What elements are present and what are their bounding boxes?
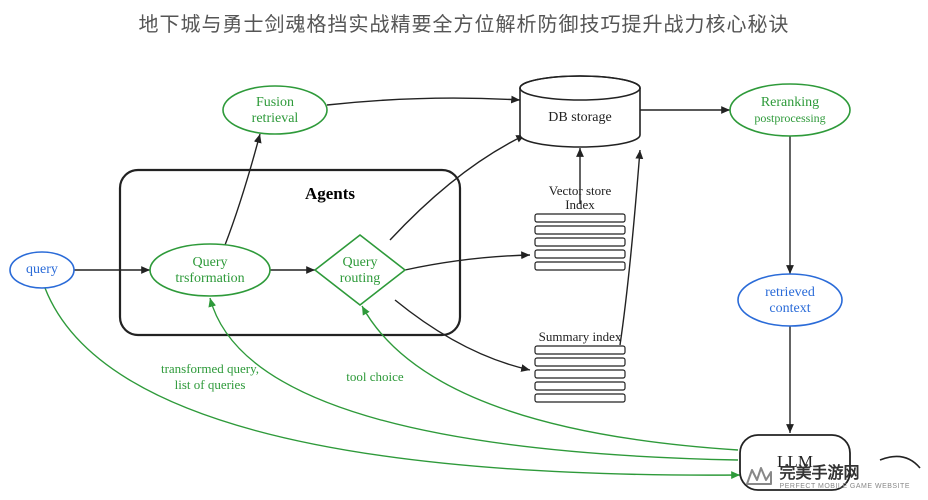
index-line	[535, 370, 625, 378]
edge-fusion-to-db	[327, 98, 520, 105]
node-rerank-l2: postprocessing	[754, 111, 825, 125]
label-tool-choice: tool choice	[346, 369, 404, 384]
label-transformed-2: list of queries	[175, 377, 246, 392]
vector-index-label1: Vector store	[549, 183, 612, 198]
label-transformed-1: transformed query,	[161, 361, 259, 376]
index-line	[535, 394, 625, 402]
vector-index-lines	[535, 214, 625, 270]
index-line	[535, 382, 625, 390]
summary-index-label: Summary index	[539, 329, 622, 344]
edge-routing-to-db-up	[390, 135, 525, 240]
site-logo: 完美手游网 PERFECT MOBILE GAME WEBSITE	[744, 459, 910, 490]
index-line	[535, 238, 625, 246]
index-line	[535, 358, 625, 366]
edge-summary-to-db	[620, 150, 640, 345]
logo-text-cn: 完美手游网	[780, 465, 860, 482]
node-query-transform-l2: trsformation	[175, 271, 244, 286]
summary-index-lines	[535, 346, 625, 402]
node-db-label: DB storage	[548, 110, 611, 125]
edge-routing-to-vector	[405, 255, 530, 270]
logo-icon	[744, 462, 774, 488]
node-retrieved-l2: context	[769, 301, 810, 316]
agents-label: Agents	[305, 184, 355, 203]
node-rerank-l1: Reranking	[761, 95, 819, 110]
logo-text-en: PERFECT MOBILE GAME WEBSITE	[780, 483, 910, 490]
index-line	[535, 214, 625, 222]
node-query-routing-l1: Query	[343, 255, 378, 270]
node-query-routing-l2: routing	[340, 271, 380, 286]
edge-llm-to-transform	[210, 298, 738, 460]
index-line	[535, 346, 625, 354]
node-fusion-l1: Fusion	[256, 95, 294, 110]
node-fusion-l2: retrieval	[252, 111, 299, 126]
index-line	[535, 226, 625, 234]
node-query-label: query	[26, 262, 58, 277]
edges-layer	[45, 98, 790, 475]
index-line	[535, 250, 625, 258]
edge-transform-to-fusion	[225, 134, 260, 245]
vector-index-label2: Index	[565, 197, 595, 212]
node-query-transform-l1: Query	[193, 255, 228, 270]
node-retrieved-l1: retrieved	[765, 285, 815, 300]
index-line	[535, 262, 625, 270]
diagram-canvas: Agents query Query trsformation Query ro…	[0, 0, 928, 500]
